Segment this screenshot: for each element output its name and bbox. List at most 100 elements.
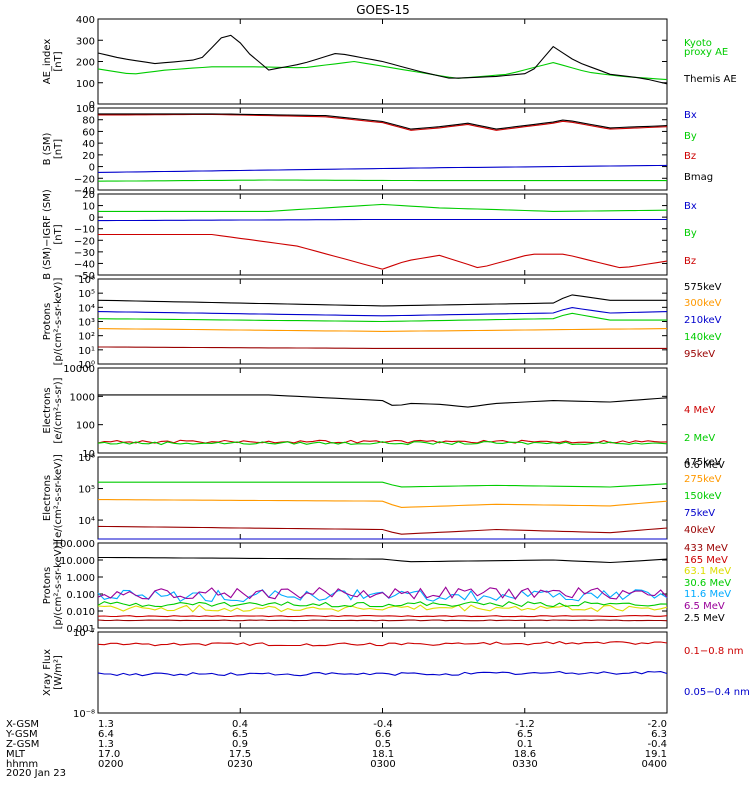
series-line-bx	[97, 164, 668, 173]
series-line-210kev	[97, 307, 668, 317]
ephemeris-value: 18.6	[514, 749, 536, 760]
y-axis-label-line: B (SM)−IGRF (SM)	[42, 189, 53, 280]
y-tick-label: 10	[82, 449, 95, 460]
legend-entry: 11.6 MeV	[684, 589, 731, 600]
y-axis-label-line: [p/(cm²-s-sr-keV)]	[53, 542, 64, 630]
legend-entry: Bz	[684, 151, 696, 162]
series-line-575kev	[97, 294, 667, 307]
y-axis-label: Electrons[e/(cm²-s-sr-keV)]	[42, 454, 64, 542]
series-line-150kev	[98, 481, 668, 488]
y-tick-label: 60	[82, 127, 95, 138]
y-axis-label-line: Xray Flux	[42, 649, 53, 696]
y-tick-label: −20	[74, 236, 95, 247]
y-axis-label: AE_index[nT]	[42, 39, 64, 85]
y-axis-label-line: [nT]	[53, 51, 64, 71]
legend-entry: 433 MeV	[684, 543, 728, 554]
y-axis-label: B (SM)[nT]	[42, 132, 64, 165]
y-tick-label: 100	[76, 421, 95, 432]
series-line-40kev	[97, 525, 668, 535]
y-axis-label-line: [e/(cm²-s-sr-keV)]	[53, 454, 64, 542]
legend-entry: 0.6 MeV	[684, 460, 725, 471]
legend-entry: Bx	[684, 110, 697, 121]
y-axis-label: Xray Flux[W/m²]	[42, 649, 64, 696]
series-line-2-5-mev	[98, 556, 668, 564]
series-line-bz	[98, 113, 668, 131]
y-axis-label-line: [e/(cm²-s-sr)]	[53, 377, 64, 443]
y-tick-label: 40	[82, 139, 95, 150]
legend-entry: 0.1−0.8 nm	[684, 646, 743, 657]
y-tick-label: 300	[76, 36, 95, 47]
legend-entry: Themis AE	[683, 74, 737, 85]
legend-entry: By	[684, 131, 697, 142]
y-tick-label: 0	[89, 100, 95, 111]
y-axis-label: Protons[p/(cm²-s-sr-keV)]	[42, 278, 64, 366]
y-axis-label-line: [nT]	[53, 139, 64, 159]
legend-entry: 475keV	[684, 457, 722, 468]
y-tick-label: 10⁻⁸	[73, 709, 95, 720]
y-tick-label: 10⁴	[78, 303, 95, 314]
ephemeris-value: 19.1	[645, 749, 667, 760]
y-tick-label: 400	[76, 15, 95, 26]
series-line-165-mev	[97, 615, 668, 618]
panel-4: 10⁶ 10⁵ 10⁴ 10³ 10² 10¹ 10⁰ Protons[p/(cm²-s-sr…	[42, 275, 722, 371]
panel-5: 10000 1000 100 10 Electrons[e/(cm²-s-sr)] 4 M…	[42, 364, 725, 471]
ephemeris-row-label: hhmm	[6, 759, 38, 770]
ephemeris-value: 0330	[512, 759, 537, 770]
legend-entry: 95keV	[684, 349, 715, 360]
legend-entry: Bz	[684, 256, 696, 267]
legend-entry: 300keV	[684, 298, 722, 309]
y-tick-label: 0.010	[66, 607, 95, 618]
ephemeris-row-label: MLT	[6, 749, 26, 760]
panel-6: 10⁶ 10⁵ 10⁴ Electrons[e/(cm²-s-sr-keV)] 475k…	[42, 453, 722, 542]
ephemeris-value: 6.5	[517, 729, 533, 740]
y-tick-label: −30	[74, 248, 95, 259]
series-line-95kev	[98, 346, 667, 349]
ephemeris-value: 1.3	[98, 719, 114, 730]
legend-entry: 165 MeV	[684, 555, 728, 566]
series-line-300kev	[97, 328, 668, 332]
y-axis-label: B (SM)−IGRF (SM)[nT]	[42, 189, 64, 280]
y-axis-label-line: B (SM)	[42, 132, 53, 165]
ephemeris-value: 18.1	[372, 749, 394, 760]
legend-entry: Kyoto	[684, 38, 712, 49]
y-tick-label: 10⁴	[78, 516, 95, 527]
legend-entry: 2 MeV	[684, 433, 715, 444]
ephemeris-value: 0200	[98, 759, 123, 770]
y-tick-label: 10⁶	[78, 275, 95, 286]
panel-frame	[97, 107, 668, 191]
series-line-bmag	[98, 113, 668, 130]
ephemeris-row-label: X-GSM	[6, 719, 39, 730]
legend-entry: 75keV	[684, 508, 715, 519]
series-line-0-6-mev	[98, 394, 668, 408]
series-line-0-05-0-4-nm	[97, 671, 668, 677]
legend-entry: proxy AE	[684, 47, 728, 58]
legend-entry: 210keV	[684, 315, 722, 326]
legend-entry: 575keV	[684, 282, 722, 293]
series-line-bz	[98, 233, 668, 270]
legend-entry: 30.6 MeV	[684, 578, 731, 589]
y-tick-label: 10³	[78, 318, 95, 329]
y-tick-label: −40	[74, 259, 95, 270]
y-tick-label: 10¹	[78, 346, 95, 357]
legend-entry: 275keV	[684, 474, 722, 485]
legend-entry: Bx	[684, 201, 697, 212]
series-line-by	[98, 203, 668, 212]
y-tick-label: 100	[76, 79, 95, 90]
y-tick-label: 10⁵	[78, 289, 95, 300]
y-tick-label: 100.000	[54, 539, 95, 550]
y-axis-label-line: [nT]	[53, 224, 64, 244]
series-line-275kev	[98, 499, 668, 508]
y-axis-label-line: Electrons	[42, 387, 53, 433]
y-tick-label: 10000	[63, 364, 95, 375]
panel-7: 100.00010.0001.0000.1000.0100.001Protons…	[42, 539, 731, 635]
y-axis-label: Protons[p/(cm²-s-sr-keV)]	[42, 542, 64, 630]
y-tick-label: 10	[82, 202, 95, 213]
y-tick-label: 1000	[70, 392, 95, 403]
y-tick-label: −10	[74, 225, 95, 236]
ephemeris-value: 0230	[227, 759, 252, 770]
y-tick-label: 1.000	[66, 573, 95, 584]
y-tick-label: 80	[82, 116, 95, 127]
legend-entry: 4 MeV	[684, 405, 715, 416]
